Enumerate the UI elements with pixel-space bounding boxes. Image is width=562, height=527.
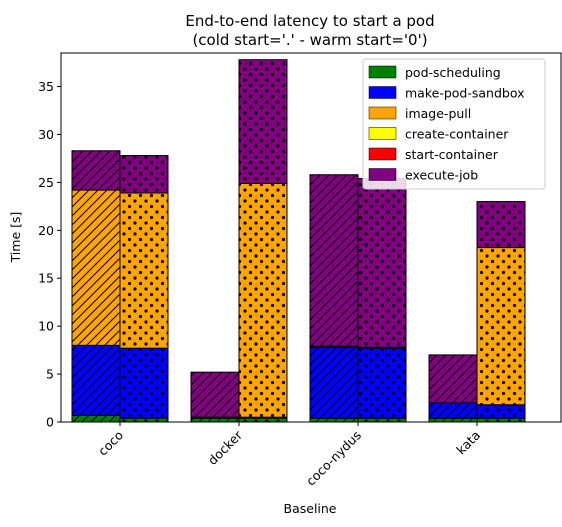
bar-pattern-coco-cold-pod-scheduling — [120, 418, 168, 422]
legend-swatch-create-container — [368, 127, 397, 140]
legend-label-pod-scheduling: pod-scheduling — [405, 65, 501, 80]
bar-pattern-coco-warm-pod-scheduling — [72, 415, 120, 422]
legend-label-make-pod-sandbox: make-pod-sandbox — [405, 86, 524, 101]
bar-pattern-docker-warm-execute-job — [191, 372, 239, 418]
legend-swatch-execute-job — [368, 168, 397, 181]
bar-pattern-kata-cold-make-pod-sandbox — [477, 404, 525, 419]
bar-pattern-coco-warm-execute-job — [72, 150, 120, 191]
legend-label-create-container: create-container — [405, 127, 509, 142]
chart-title-line-2: (cold start='.' - warm start='0') — [192, 31, 427, 49]
y-axis-label: Time [s] — [8, 212, 23, 264]
bar-pattern-kata-cold-image-pull — [477, 247, 525, 405]
bar-pattern-kata-warm-pod-scheduling — [429, 418, 477, 422]
y-tick-label: 15 — [38, 271, 54, 286]
x-tick-label-coco: coco — [95, 428, 126, 459]
bar-pattern-kata-cold-pod-scheduling — [477, 418, 525, 422]
bar-pattern-coco-nydus-warm-make-pod-sandbox — [310, 347, 358, 419]
x-tick-label-kata: kata — [453, 428, 483, 458]
legend-swatch-image-pull — [368, 106, 397, 120]
bar-pattern-coco-nydus-warm-pod-scheduling — [310, 418, 358, 422]
legend-swatch-pod-scheduling — [368, 65, 397, 79]
x-axis-label: Baseline — [284, 501, 337, 516]
bar-pattern-coco-nydus-cold-make-pod-sandbox — [358, 348, 406, 419]
legend: pod-scheduling make-pod-sandbox image-pull… — [362, 58, 546, 190]
y-axis-ticks: 0 5 10 15 20 25 30 35 — [38, 79, 61, 430]
y-tick-label: 10 — [38, 319, 54, 334]
y-tick-label: 35 — [38, 79, 54, 94]
legend-swatch-make-pod-sandbox — [368, 86, 397, 99]
legend-swatch-start-container — [368, 147, 397, 161]
bar-pattern-coco-nydus-warm-execute-job — [310, 174, 358, 347]
bar-pattern-coco-cold-make-pod-sandbox — [120, 348, 168, 419]
bar-pattern-coco-warm-image-pull — [72, 190, 120, 346]
x-tick-label-docker: docker — [205, 427, 246, 468]
x-tick-label-coco-nydus: coco-nydus — [303, 428, 364, 489]
y-tick-label: 20 — [38, 223, 54, 238]
bar-pattern-kata-cold-execute-job — [477, 201, 525, 248]
y-tick-label: 5 — [46, 367, 54, 382]
bar-pattern-docker-cold-pod-scheduling — [239, 418, 287, 422]
bar-pattern-docker-warm-pod-scheduling — [191, 418, 239, 422]
legend-label-execute-job: execute-job — [405, 168, 478, 183]
y-tick-label: 25 — [38, 175, 54, 190]
bar-pattern-coco-cold-image-pull — [120, 192, 168, 349]
bar-pattern-coco-cold-execute-job — [120, 155, 168, 193]
x-axis-ticks: coco docker coco-nydus kata — [95, 422, 483, 489]
bar-pattern-coco-nydus-cold-pod-scheduling — [358, 418, 406, 422]
bar-pattern-coco-nydus-cold-execute-job — [358, 178, 406, 348]
plot-frame — [60, 52, 562, 423]
bar-pattern-kata-warm-make-pod-sandbox — [429, 402, 477, 419]
bar-pattern-coco-warm-make-pod-sandbox — [72, 345, 120, 416]
chart-title-line-1: End-to-end latency to start a pod — [185, 12, 434, 30]
legend-box — [362, 58, 546, 190]
bars — [71, 59, 526, 423]
legend-label-image-pull: image-pull — [405, 106, 471, 121]
bar-pattern-docker-cold-execute-job — [239, 59, 287, 184]
y-tick-label: 30 — [38, 127, 54, 142]
bar-pattern-kata-warm-execute-job — [429, 354, 477, 403]
y-tick-label: 0 — [46, 415, 54, 430]
legend-label-start-container: start-container — [405, 147, 499, 162]
bar-pattern-docker-cold-image-pull — [239, 183, 287, 418]
